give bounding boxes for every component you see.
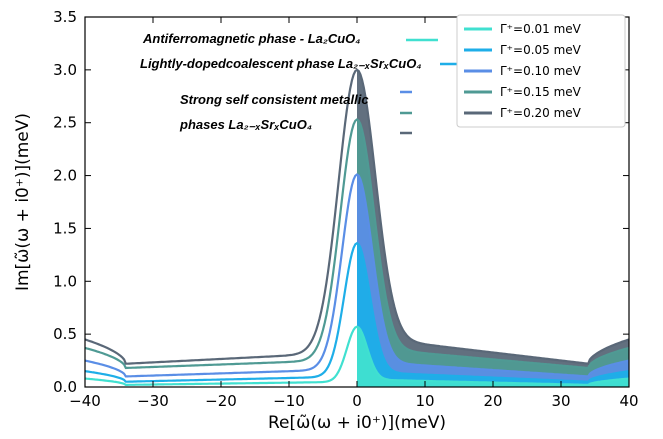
series-line-2 xyxy=(84,241,630,383)
series-line-1 xyxy=(84,325,630,387)
y-tick-label: 2.0 xyxy=(53,167,77,185)
x-tick-label: −10 xyxy=(273,392,305,410)
legend-label-1: Γ⁺=0.01 meV xyxy=(500,22,582,36)
x-axis-label: Re[ω̃(ω + i0⁺)](meV) xyxy=(268,413,446,433)
y-tick-label: 3.5 xyxy=(53,8,77,26)
legend: Γ⁺=0.01 meV Γ⁺=0.05 meV Γ⁺=0.10 meV Γ⁺=0.15… xyxy=(456,14,626,128)
y-axis-label: Im[ω̃(ω + i0⁺)](meV) xyxy=(13,113,33,291)
phase-annotation-3: Strong self consistent metallic xyxy=(180,92,369,107)
x-tick-label: 0 xyxy=(352,392,362,410)
series-fill-4 xyxy=(357,119,629,387)
y-tick-label: 3.0 xyxy=(53,61,77,79)
series-fill-2 xyxy=(357,243,629,387)
phase-annotation-4: phases La₂₋ₓSrₓCuO₄ xyxy=(179,117,312,132)
y-tick-label: 0.5 xyxy=(53,325,77,343)
legend-label-4: Γ⁺=0.15 meV xyxy=(500,85,582,99)
x-tick-label: −20 xyxy=(205,392,237,410)
phase-annotation-1: Antiferromagnetic phase - La₂CuO₄ xyxy=(142,31,360,46)
series-lines xyxy=(84,68,630,387)
series-line-5 xyxy=(84,68,630,365)
x-tick-label: 30 xyxy=(551,392,570,410)
phase-annotation-2: Lightly-dopedcoalescent phase La₂₋ₓSrₓCu… xyxy=(140,56,422,71)
x-ticks: −40 −30 −20 −10 0 10 20 30 40 xyxy=(69,17,639,410)
legend-label-2: Γ⁺=0.05 meV xyxy=(500,43,582,57)
legend-label-3: Γ⁺=0.10 meV xyxy=(500,64,582,78)
x-tick-label: 20 xyxy=(483,392,502,410)
legend-label-5: Γ⁺=0.20 meV xyxy=(500,106,582,120)
phase-annotations: Antiferromagnetic phase - La₂CuO₄ Lightly… xyxy=(140,31,468,135)
y-tick-label: 1.0 xyxy=(53,272,77,290)
y-tick-label: 1.5 xyxy=(53,219,77,237)
y-ticks: 0.0 0.5 1.0 1.5 2.0 2.5 3.0 3.5 xyxy=(53,8,629,396)
x-tick-label: 40 xyxy=(619,392,638,410)
series-line-3 xyxy=(84,173,630,378)
series-line-4 xyxy=(84,118,630,370)
y-tick-label: 0.0 xyxy=(53,378,77,396)
x-tick-label: −30 xyxy=(137,392,169,410)
legend-box xyxy=(456,14,626,128)
series-fill-1 xyxy=(357,326,629,387)
x-tick-label: −40 xyxy=(69,392,101,410)
x-tick-label: 10 xyxy=(415,392,434,410)
y-tick-label: 2.5 xyxy=(53,114,77,132)
